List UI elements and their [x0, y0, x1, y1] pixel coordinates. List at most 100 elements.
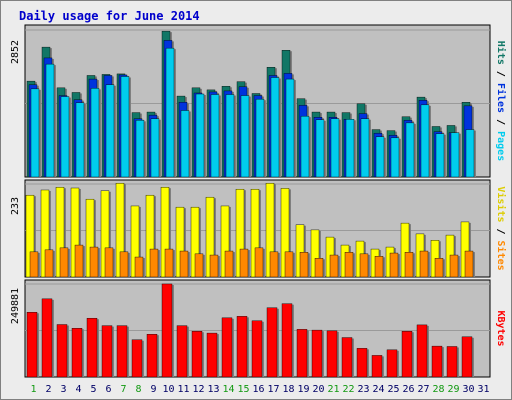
bar-kbytes-day-14: [221, 317, 233, 378]
bar-pages-day-29: [450, 132, 460, 178]
bar-sites-day-8: [134, 256, 144, 278]
bar-sites-day-3: [59, 247, 69, 278]
legend-entry: /: [495, 222, 506, 240]
bar-sites-day-24: [374, 256, 384, 278]
x-tick-label: 21: [327, 384, 339, 395]
bar-kbytes-day-4: [71, 328, 83, 378]
bar-pages-day-15: [240, 95, 250, 178]
x-tick-label: 8: [135, 384, 141, 395]
bar-pages-day-6: [105, 84, 115, 178]
bar-pages-day-13: [210, 94, 220, 178]
bar-sites-day-13: [209, 254, 219, 278]
bar-sites-day-11: [179, 250, 189, 278]
bar-kbytes-day-20: [311, 329, 323, 378]
bar-pages-day-30: [465, 129, 475, 178]
bar-pages-day-3: [60, 96, 70, 178]
bar-kbytes-day-9: [146, 333, 158, 378]
bar-pages-day-11: [180, 110, 190, 178]
legend-entry: Visits: [495, 186, 507, 222]
bar-kbytes-day-10: [161, 283, 173, 378]
x-tick-label: 15: [237, 384, 249, 395]
bar-kbytes-day-22: [341, 337, 353, 378]
x-tick-label: 22: [342, 384, 354, 395]
bar-kbytes-day-29: [446, 346, 458, 378]
legend-entry: Pages: [495, 131, 506, 161]
bar-pages-day-22: [345, 119, 355, 178]
bar-sites-day-17: [269, 251, 279, 278]
bar-pages-day-16: [255, 98, 265, 178]
bar-sites-day-23: [359, 253, 369, 278]
bar-kbytes-day-11: [176, 325, 188, 378]
x-tick-label: 4: [75, 384, 81, 395]
bar-kbytes-day-30: [461, 336, 473, 378]
panel-visits-sites: 233 Visits / Sites: [10, 179, 507, 278]
x-tick-label: 25: [387, 384, 399, 395]
x-axis-day-labels: 1 2 3 4 5 6 7 8 9 10 11 12 13 14 15 16 17 18 19 20 21 22 23 24 2…: [30, 384, 489, 395]
bar-pages-day-23: [360, 118, 370, 178]
bar-sites-day-16: [254, 247, 264, 278]
bar-sites-day-21: [329, 254, 339, 278]
panel-pages-files-hits: 2852 Hits / Files / Pages: [10, 24, 507, 178]
bar-sites-day-9: [149, 248, 159, 278]
bar-sites-day-19: [299, 252, 309, 278]
bar-sites-day-30: [464, 250, 474, 278]
bar-kbytes-day-8: [131, 339, 143, 378]
series-legend: Hits / Files / Pages: [495, 41, 507, 161]
x-tick-label: 11: [177, 384, 189, 395]
bar-pages-day-4: [75, 102, 85, 178]
chart-title: Daily usage for June 2014: [19, 9, 200, 23]
legend-entry: KBytes: [495, 310, 506, 346]
legend-entry: Sites: [495, 241, 507, 271]
bar-kbytes-day-3: [56, 324, 68, 378]
bar-pages-day-14: [225, 94, 235, 178]
x-tick-label: 2: [45, 384, 51, 395]
bar-pages-day-2: [45, 63, 55, 178]
bar-pages-day-24: [375, 136, 385, 178]
bar-sites-day-4: [74, 244, 84, 278]
x-tick-label: 12: [192, 384, 204, 395]
bar-kbytes-day-12: [191, 331, 203, 378]
x-tick-label: 9: [150, 384, 156, 395]
bar-sites-day-14: [224, 250, 234, 278]
bar-kbytes-day-17: [266, 307, 278, 378]
x-tick-label: 16: [252, 384, 264, 395]
bar-kbytes-day-2: [41, 298, 53, 378]
bar-pages-day-12: [195, 93, 205, 178]
bar-sites-day-18: [284, 251, 294, 278]
bar-kbytes-day-1: [26, 312, 38, 378]
x-tick-label: 18: [282, 384, 294, 395]
bar-pages-day-25: [390, 137, 400, 178]
bar-kbytes-day-21: [326, 330, 338, 378]
x-tick-label: 30: [462, 384, 474, 395]
x-tick-label: 26: [402, 384, 414, 395]
bar-pages-day-7: [120, 76, 130, 178]
x-tick-label: 3: [60, 384, 66, 395]
bar-pages-day-17: [270, 77, 280, 178]
bar-pages-day-19: [300, 115, 310, 178]
x-tick-label: 24: [372, 384, 384, 395]
x-tick-label: 14: [222, 384, 234, 395]
bar-sites-day-7: [119, 251, 129, 278]
bar-pages-day-21: [330, 118, 340, 178]
y-max-label: 233: [10, 197, 21, 215]
legend-entry: Files: [495, 83, 507, 113]
x-tick-label: 20: [312, 384, 324, 395]
y-max-label: 249881: [10, 288, 21, 324]
bar-kbytes-day-15: [236, 316, 248, 378]
x-tick-label: 1: [30, 384, 36, 395]
bar-pages-day-1: [30, 88, 40, 178]
x-tick-label: 19: [297, 384, 309, 395]
bar-sites-day-29: [449, 254, 459, 278]
bar-sites-day-28: [434, 258, 444, 278]
bar-kbytes-day-18: [281, 303, 293, 378]
x-tick-label: 17: [267, 384, 279, 395]
x-tick-label: 6: [105, 384, 111, 395]
bar-pages-day-26: [405, 122, 415, 178]
bar-pages-day-5: [90, 88, 100, 178]
bar-kbytes-day-25: [386, 349, 398, 378]
legend-entry: Hits: [495, 41, 507, 65]
x-tick-label: 27: [417, 384, 429, 395]
bar-kbytes-day-7: [116, 325, 128, 378]
x-tick-label: 29: [447, 384, 459, 395]
